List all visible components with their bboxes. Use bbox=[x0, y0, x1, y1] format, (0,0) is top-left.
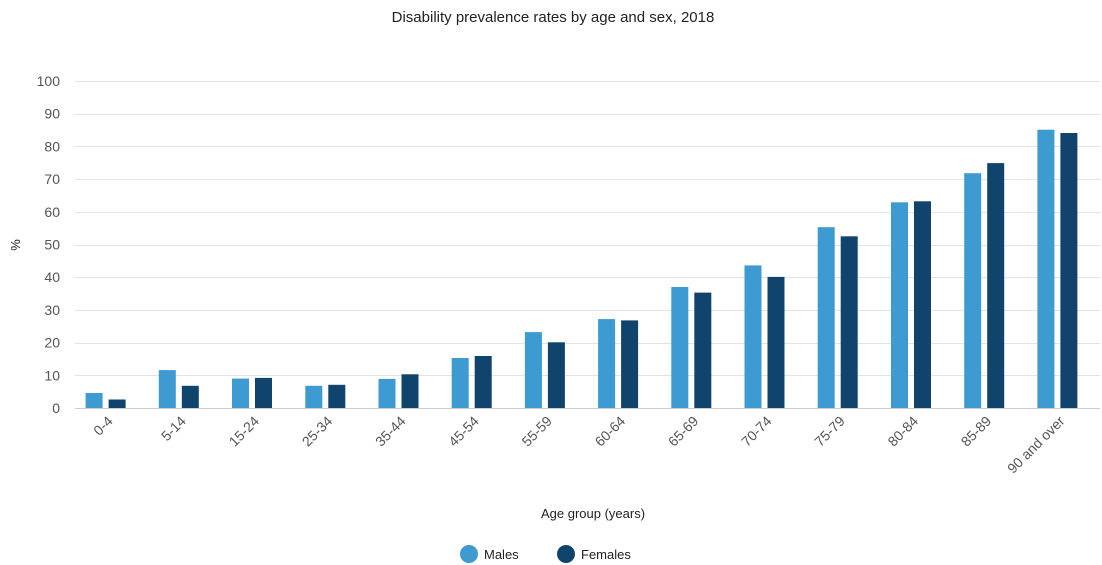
x-tick-label: 5-14 bbox=[158, 413, 189, 444]
bar-females-45-54[interactable] bbox=[474, 356, 492, 408]
bar-females-25-34[interactable] bbox=[328, 384, 346, 408]
y-axis-label: % bbox=[8, 239, 23, 251]
y-axis-ticks: 0 10 20 30 40 50 60 70 80 90 100 bbox=[37, 73, 61, 416]
bar-females-70-74[interactable] bbox=[767, 276, 785, 408]
bar-males-75-79[interactable] bbox=[817, 227, 835, 408]
x-tick-label: 75-79 bbox=[811, 413, 848, 450]
legend-label-females[interactable]: Females bbox=[581, 547, 631, 562]
x-tick-label: 80-84 bbox=[884, 413, 921, 450]
y-tick-label: 0 bbox=[52, 400, 60, 416]
bar-males-90-and-over[interactable] bbox=[1037, 129, 1055, 408]
x-tick-label: 55-59 bbox=[518, 413, 555, 450]
y-tick-label: 50 bbox=[44, 237, 60, 253]
bar-males-70-74[interactable] bbox=[744, 265, 762, 408]
y-tick-label: 60 bbox=[44, 204, 60, 220]
bar-females-55-59[interactable] bbox=[547, 342, 565, 408]
bar-males-45-54[interactable] bbox=[451, 358, 469, 408]
y-tick-label: 70 bbox=[44, 171, 60, 187]
bar-females-90-and-over[interactable] bbox=[1060, 133, 1078, 408]
x-axis-ticks: 0-4 5-14 15-24 25-34 35-44 45-54 55-59 60-64 65-… bbox=[90, 413, 1068, 477]
bar-males-55-59[interactable] bbox=[524, 332, 542, 408]
bar-males-5-14[interactable] bbox=[158, 370, 176, 408]
bar-males-85-89[interactable] bbox=[964, 173, 982, 408]
y-tick-label: 90 bbox=[44, 106, 60, 122]
bar-males-35-44[interactable] bbox=[378, 378, 396, 408]
bar-males-65-69[interactable] bbox=[671, 287, 689, 408]
x-tick-label: 65-69 bbox=[665, 413, 702, 450]
bar-females-15-24[interactable] bbox=[255, 377, 272, 408]
legend-marker-females[interactable] bbox=[557, 545, 575, 563]
bar-males-60-64[interactable] bbox=[598, 319, 616, 408]
legend: Males Females bbox=[460, 545, 631, 563]
x-tick-label: 45-54 bbox=[445, 413, 482, 450]
bar-females-0-4[interactable] bbox=[108, 399, 126, 409]
x-tick-label: 60-64 bbox=[592, 413, 629, 450]
y-tick-label: 30 bbox=[44, 302, 60, 318]
gridlines bbox=[75, 81, 1100, 376]
x-tick-label: 0-4 bbox=[90, 413, 116, 439]
bar-males-15-24[interactable] bbox=[232, 378, 249, 408]
legend-label-males[interactable]: Males bbox=[484, 547, 519, 562]
bar-males-0-4[interactable] bbox=[85, 393, 103, 408]
bar-males-80-84[interactable] bbox=[891, 202, 908, 408]
bar-females-35-44[interactable] bbox=[401, 374, 419, 408]
bar-females-5-14[interactable] bbox=[181, 385, 199, 408]
bar-males-25-34[interactable] bbox=[305, 385, 323, 408]
x-tick-label: 25-34 bbox=[299, 413, 336, 450]
y-tick-label: 100 bbox=[37, 73, 61, 89]
x-tick-label: 85-89 bbox=[958, 413, 995, 450]
bar-females-65-69[interactable] bbox=[694, 292, 712, 408]
x-tick-label: 70-74 bbox=[738, 413, 775, 450]
legend-marker-males[interactable] bbox=[460, 545, 478, 563]
chart-title: Disability prevalence rates by age and s… bbox=[392, 9, 715, 26]
y-tick-label: 20 bbox=[44, 335, 60, 351]
bars bbox=[85, 129, 1078, 409]
y-tick-label: 40 bbox=[44, 269, 60, 285]
x-tick-label: 90 and over bbox=[1004, 413, 1068, 477]
x-tick-label: 15-24 bbox=[226, 413, 263, 450]
x-tick-label: 35-44 bbox=[372, 413, 409, 450]
x-axis-label: Age group (years) bbox=[541, 506, 645, 521]
y-tick-label: 80 bbox=[44, 138, 60, 154]
bar-females-85-89[interactable] bbox=[987, 163, 1005, 408]
y-tick-label: 10 bbox=[44, 367, 60, 383]
bar-females-60-64[interactable] bbox=[621, 320, 639, 408]
bar-females-80-84[interactable] bbox=[914, 201, 931, 408]
bar-females-75-79[interactable] bbox=[840, 236, 858, 408]
